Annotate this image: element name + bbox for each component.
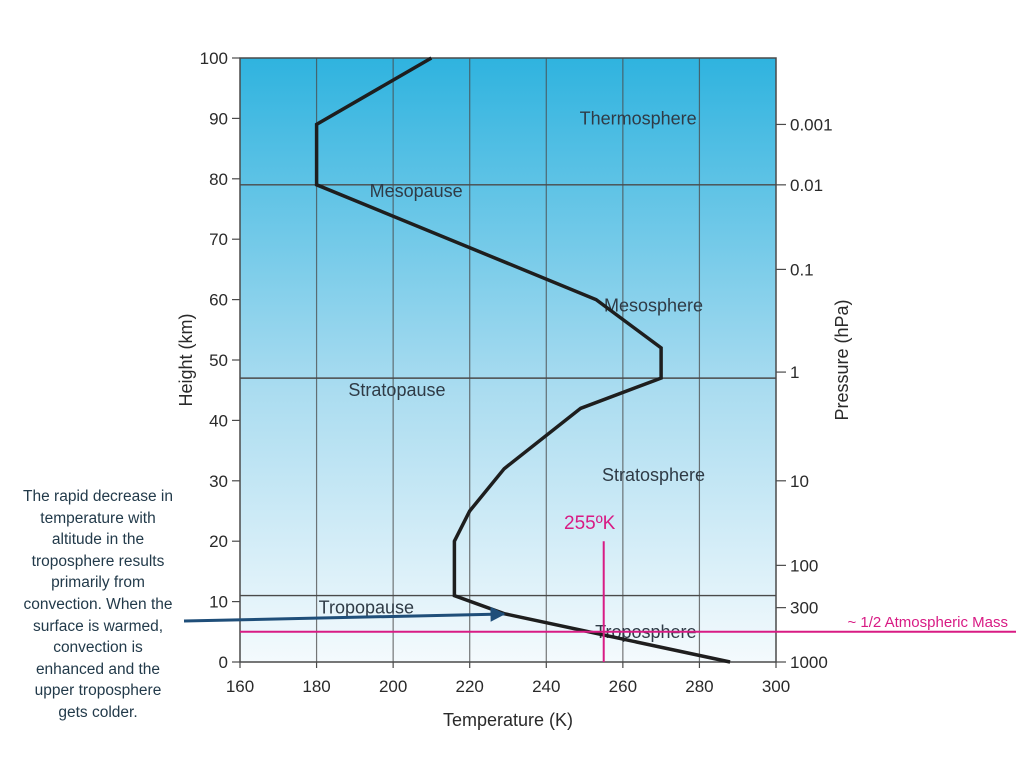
pressure-axis-title: Pressure (hPa) (832, 299, 852, 420)
x-tick-label: 180 (302, 677, 330, 696)
x-tick-label: 260 (609, 677, 637, 696)
pressure-tick-label: 0.001 (790, 115, 833, 134)
note-line: troposphere results (31, 552, 165, 570)
layer-label-stratopause: Stratopause (348, 380, 445, 400)
note-line: convection. When the (23, 595, 173, 613)
note-line: convection is (53, 639, 143, 657)
255k-marker-label: 255ºK (564, 513, 616, 534)
y-tick-label: 60 (209, 291, 228, 310)
x-tick-label: 300 (762, 677, 790, 696)
x-axis-title: Temperature (K) (443, 710, 573, 730)
half-atmospheric-mass-label: ~ 1/2 Atmospheric Mass (848, 614, 1009, 631)
x-tick-label: 240 (532, 677, 560, 696)
y-tick-label: 90 (209, 109, 228, 128)
note-line: primarily from (51, 574, 145, 592)
y-tick-label: 0 (219, 653, 228, 672)
note-line: temperature with (40, 509, 156, 527)
pressure-tick-label: 1 (790, 363, 799, 382)
pressure-tick-label: 0.1 (790, 260, 814, 279)
y-tick-label: 30 (209, 472, 228, 491)
x-tick-label: 280 (685, 677, 713, 696)
y-tick-label: 100 (200, 49, 228, 68)
y-tick-label: 80 (209, 170, 228, 189)
x-tick-label: 200 (379, 677, 407, 696)
pressure-tick-label: 0.01 (790, 176, 823, 195)
x-axis-ticks: 160 180 200 220 240 260 280 300 (226, 662, 790, 696)
convection-note: The rapid decrease in temperature with a… (2, 486, 194, 724)
y-axis-title: Height (km) (176, 313, 196, 406)
note-line: enhanced and the (35, 660, 161, 678)
layer-label-mesosphere: Mesosphere (604, 296, 703, 316)
temperature-profile-line (314, 56, 731, 664)
plot-background (240, 58, 776, 662)
y-axis-ticks: 0 10 20 30 40 50 60 70 80 90 100 (200, 49, 240, 672)
layer-label-stratosphere: Stratosphere (602, 465, 705, 485)
pressure-tick-label: 1000 (790, 653, 828, 672)
pressure-tick-label: 10 (790, 472, 809, 491)
layer-label-thermosphere: Thermosphere (580, 108, 697, 128)
layer-label-mesopause: Mesopause (370, 181, 463, 201)
note-line: surface is warmed, (32, 617, 164, 635)
note-line: upper troposphere (34, 682, 162, 700)
layer-boundaries (240, 184, 776, 597)
x-tick-label: 160 (226, 677, 254, 696)
y-tick-label: 70 (209, 230, 228, 249)
y-tick-label: 10 (209, 593, 228, 612)
note-line: gets colder. (58, 703, 138, 721)
note-line: altitude in the (51, 531, 145, 549)
atmospheric-layer-labels: Thermosphere Mesopause Mesosphere Stratopau… (319, 108, 705, 641)
note-line: The rapid decrease in (23, 488, 173, 505)
x-tick-label: 220 (456, 677, 484, 696)
note-arrow (183, 606, 506, 623)
pressure-tick-label: 300 (790, 599, 818, 618)
y-tick-label: 20 (209, 532, 228, 551)
y-tick-label: 50 (209, 351, 228, 370)
y-tick-label: 40 (209, 411, 228, 430)
pressure-tick-label: 100 (790, 556, 818, 575)
pressure-axis-ticks: 0.001 0.01 0.1 1 10 100 300 1000 (776, 115, 833, 672)
layer-label-tropopause: Tropopause (319, 598, 414, 618)
